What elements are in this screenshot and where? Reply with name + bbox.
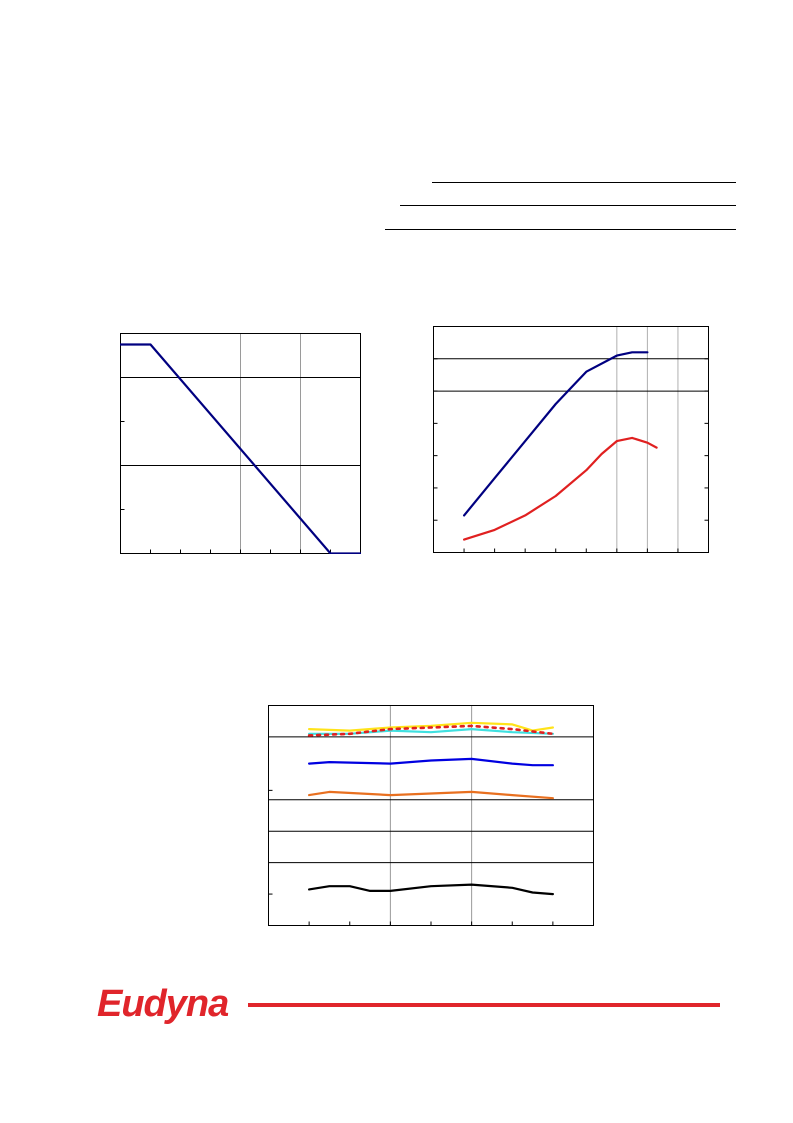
header-rule-2 [400,205,736,206]
eudyna-logo: Eudyna [97,983,229,1025]
chart-1 [120,333,361,554]
chart-3 [268,705,594,926]
series-line-1 [308,721,554,732]
chart-2 [433,326,709,553]
series-line-3 [307,724,555,737]
series-line-5 [308,790,554,800]
header-rule-1 [432,182,736,183]
series-line-6 [308,883,554,896]
plot-frame [433,326,709,553]
series-line-1 [120,343,361,554]
header-rule-3 [385,229,736,230]
series-line-4 [308,757,554,767]
series-line-1 [463,351,649,517]
series-line-2 [463,436,658,541]
brand-divider [248,1003,720,1007]
